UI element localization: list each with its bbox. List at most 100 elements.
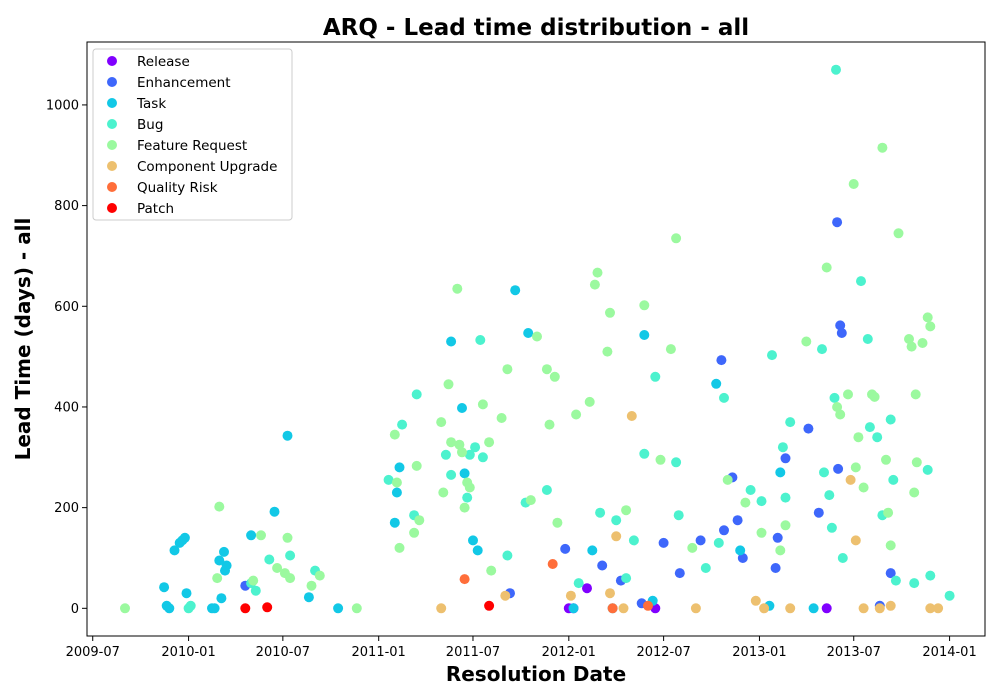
point-enhancement-16 (803, 423, 814, 434)
point-task-27 (472, 545, 483, 556)
point-bug-7 (383, 474, 394, 485)
point-bug-53 (890, 575, 901, 586)
point-quality-risk-0 (459, 574, 470, 585)
point-component-upgrade-7 (690, 603, 701, 614)
point-bug-1 (185, 600, 196, 611)
point-task-11 (216, 593, 227, 604)
point-bug-21 (573, 578, 584, 589)
point-bug-54 (909, 578, 920, 589)
x-tick-label-4: 2011-07 (446, 645, 500, 660)
x-tick-label-3: 2011-01 (352, 645, 406, 660)
point-bug-47 (862, 334, 873, 344)
point-enhancement-21 (833, 463, 844, 474)
point-bug-37 (780, 492, 791, 503)
legend-marker-4 (107, 140, 117, 150)
point-component-upgrade-0 (436, 603, 447, 614)
point-enhancement-18 (832, 217, 843, 228)
point-feature-request-50 (687, 542, 698, 553)
y-tick-label-0: 0 (71, 602, 79, 617)
point-task-17 (282, 430, 293, 441)
legend-box (92, 48, 293, 221)
point-feature-request-47 (655, 454, 666, 465)
point-task-12 (219, 546, 229, 557)
x-tick-label-5: 2012-01 (542, 645, 596, 660)
point-bug-15 (470, 442, 481, 453)
point-bug-33 (745, 485, 756, 495)
x-tick-label-7: 2013-01 (732, 645, 786, 660)
point-bug-35 (767, 350, 777, 361)
y-tick-label-2: 400 (54, 400, 79, 415)
point-feature-request-24 (457, 447, 467, 458)
y-tick-label-4: 800 (54, 199, 79, 214)
point-feature-request-40 (584, 396, 595, 407)
point-component-upgrade-6 (626, 411, 637, 421)
point-patch-2 (484, 600, 495, 611)
x-tick-label-6: 2012-07 (636, 645, 690, 660)
point-task-35 (711, 378, 722, 389)
point-bug-5 (285, 550, 296, 561)
point-feature-request-9 (306, 580, 317, 591)
point-component-upgrade-16 (925, 603, 936, 614)
point-component-upgrade-2 (565, 590, 576, 601)
point-bug-56 (925, 570, 936, 581)
point-feature-request-56 (801, 336, 812, 347)
point-task-20 (389, 517, 400, 528)
point-feature-request-12 (389, 429, 400, 440)
point-feature-request-44 (605, 307, 615, 318)
point-task-22 (394, 462, 405, 473)
point-quality-risk-2 (607, 603, 618, 614)
point-feature-request-69 (883, 507, 894, 518)
point-feature-request-64 (858, 482, 869, 493)
point-feature-request-2 (212, 573, 223, 584)
point-bug-20 (541, 485, 552, 495)
point-feature-request-62 (850, 462, 861, 473)
x-tick-label-0: 2009-07 (66, 645, 120, 660)
point-bug-57 (944, 590, 955, 601)
point-bug-12 (446, 469, 457, 480)
point-task-18 (303, 592, 314, 603)
point-bug-27 (650, 371, 661, 382)
point-enhancement-12 (737, 553, 748, 563)
point-quality-risk-1 (547, 559, 558, 569)
point-task-19 (333, 603, 344, 614)
point-release-2 (582, 583, 592, 594)
point-feature-request-13 (391, 477, 402, 488)
point-component-upgrade-9 (759, 603, 770, 614)
legend-marker-7 (107, 203, 117, 213)
x-ticks: 2009-07 2010-01 2010-07 2011-01 2011-07 2012-… (66, 636, 977, 660)
point-feature-request-5 (272, 563, 283, 573)
point-component-upgrade-8 (750, 595, 761, 606)
point-feature-request-0 (120, 603, 130, 614)
point-component-upgrade-17 (933, 603, 944, 614)
point-task-23 (446, 336, 457, 347)
point-bug-17 (477, 452, 488, 463)
point-bug-34 (756, 496, 767, 507)
point-feature-request-54 (775, 545, 786, 556)
point-feature-request-10 (314, 570, 325, 581)
point-feature-request-74 (909, 487, 920, 498)
point-feature-request-61 (848, 179, 859, 189)
legend-label-5: Component Upgrade (137, 159, 277, 175)
point-feature-request-79 (925, 321, 936, 332)
point-bug-51 (885, 414, 896, 425)
point-bug-40 (819, 467, 829, 478)
point-feature-request-18 (436, 417, 447, 428)
point-task-26 (468, 535, 478, 546)
point-task-6 (179, 532, 190, 543)
legend-marker-0 (107, 56, 117, 66)
point-task-3 (169, 545, 180, 556)
point-feature-request-53 (756, 527, 767, 538)
point-feature-request-29 (484, 437, 495, 448)
point-task-21 (391, 487, 402, 498)
point-bug-25 (628, 535, 639, 546)
point-bug-52 (888, 474, 899, 485)
point-task-28 (510, 285, 521, 296)
legend-marker-5 (107, 161, 117, 171)
point-bug-29 (673, 510, 684, 521)
point-bug-36 (777, 442, 788, 453)
point-bug-16 (475, 335, 486, 345)
point-patch-1 (262, 602, 273, 613)
legend-label-7: Patch (137, 201, 174, 217)
point-task-16 (269, 506, 280, 517)
